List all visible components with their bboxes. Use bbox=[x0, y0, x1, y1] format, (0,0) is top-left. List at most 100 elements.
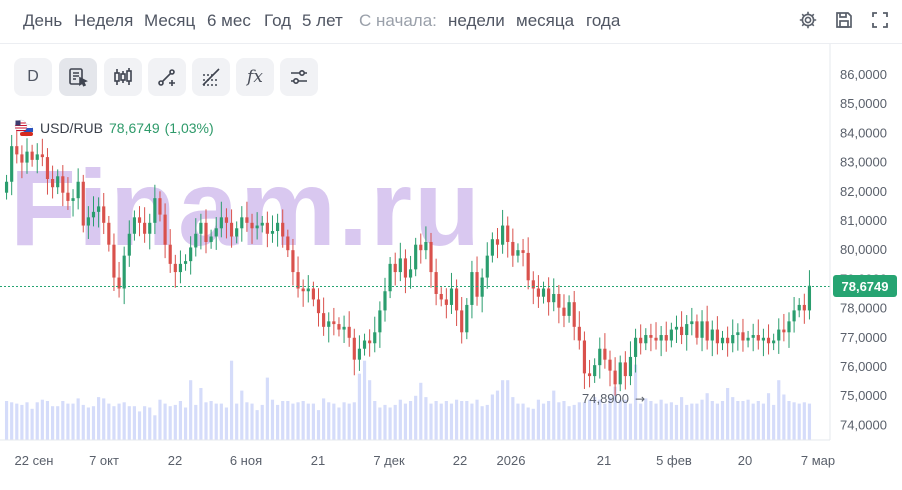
time-axis[interactable]: 22 сен 7 окт 22 6 ноя 21 7 дек 22 2026 21 5 фев 20… bbox=[0, 439, 835, 468]
candle-body bbox=[685, 324, 689, 336]
volume-bar bbox=[603, 403, 607, 440]
price-axis-tick: 78,0000 bbox=[840, 301, 887, 316]
volume-bar bbox=[756, 401, 760, 440]
volume-bar bbox=[4, 401, 9, 440]
candle-body bbox=[357, 348, 362, 360]
select-cursor-button[interactable] bbox=[59, 58, 97, 96]
interval-button[interactable]: D bbox=[14, 58, 52, 96]
candle-body bbox=[782, 329, 786, 333]
candle-body bbox=[766, 337, 771, 344]
volume-bar bbox=[690, 403, 694, 440]
candle-body bbox=[792, 310, 796, 322]
period-week[interactable]: Неделя bbox=[74, 11, 134, 30]
period-since-year[interactable]: года bbox=[586, 11, 621, 30]
candle-body bbox=[194, 233, 198, 248]
settings-gear-icon[interactable] bbox=[797, 9, 819, 31]
volume-bar bbox=[189, 380, 193, 440]
volume-bar bbox=[153, 415, 157, 440]
volume-bar bbox=[306, 403, 310, 440]
save-icon[interactable] bbox=[833, 9, 855, 31]
chart-type-button[interactable] bbox=[104, 58, 142, 96]
candle-body bbox=[485, 255, 489, 278]
candle-body bbox=[761, 337, 766, 341]
fullscreen-icon[interactable] bbox=[869, 9, 891, 31]
fibonacci-icon bbox=[202, 68, 220, 86]
volume-bar bbox=[270, 399, 275, 440]
chart-settings-button[interactable] bbox=[280, 58, 318, 96]
candle-body bbox=[327, 321, 331, 327]
volume-bar bbox=[720, 401, 725, 440]
volume-bar bbox=[654, 403, 658, 440]
candle-body bbox=[490, 239, 494, 256]
candle-body bbox=[628, 356, 633, 377]
volume-bar bbox=[25, 402, 29, 440]
candle-body bbox=[470, 272, 474, 305]
candle-body bbox=[245, 217, 249, 223]
volume-bar bbox=[337, 407, 341, 440]
volume-bar bbox=[659, 399, 663, 440]
candle-body bbox=[511, 241, 515, 256]
volume-bar bbox=[373, 401, 377, 440]
period-since-week[interactable]: недели bbox=[448, 11, 505, 30]
watermark-text: Finam.ru bbox=[10, 147, 482, 268]
usd-rub-flag-icon bbox=[14, 119, 34, 137]
period-6-months[interactable]: 6 мес bbox=[207, 11, 251, 30]
volume-bar bbox=[444, 401, 448, 440]
symbol-price: 78,6749 bbox=[109, 120, 160, 136]
volume-bar bbox=[322, 398, 326, 440]
period-5-years[interactable]: 5 лет bbox=[302, 11, 343, 30]
candle-body bbox=[639, 337, 643, 344]
volume-bars bbox=[4, 360, 812, 440]
period-day[interactable]: День bbox=[23, 11, 63, 30]
volume-bar bbox=[470, 403, 474, 440]
candle-body bbox=[516, 250, 520, 256]
volume-bar bbox=[209, 401, 213, 440]
volume-bar bbox=[516, 403, 520, 440]
candle-body bbox=[393, 263, 397, 273]
volume-bar bbox=[403, 403, 408, 440]
price-axis-tick: 76,0000 bbox=[840, 359, 887, 374]
price-axis-tick: 82,0000 bbox=[840, 184, 887, 199]
volume-bar bbox=[127, 406, 131, 440]
volume-bar bbox=[276, 404, 280, 440]
candle-body bbox=[25, 151, 29, 163]
candle-body bbox=[45, 157, 50, 180]
fibonacci-button[interactable] bbox=[192, 58, 230, 96]
candle-body bbox=[383, 291, 387, 311]
volume-bar bbox=[777, 380, 781, 440]
candle-body bbox=[173, 263, 177, 273]
volume-bar bbox=[552, 390, 556, 440]
volume-bar bbox=[122, 402, 126, 440]
volume-bar bbox=[746, 399, 750, 440]
volume-bar bbox=[782, 394, 786, 440]
period-since-month[interactable]: месяца bbox=[516, 11, 575, 30]
candle-body bbox=[654, 337, 658, 341]
volume-bar bbox=[807, 403, 812, 440]
candle-body bbox=[429, 241, 433, 273]
candle-body bbox=[368, 340, 372, 344]
volume-bar bbox=[511, 397, 515, 440]
volume-bar bbox=[132, 406, 136, 440]
candle-body bbox=[178, 263, 183, 273]
volume-bar bbox=[797, 403, 801, 440]
candle-body bbox=[168, 244, 172, 264]
price-axis[interactable]: 86,0000 85,0000 84,0000 83,0000 82,0000 81,00… bbox=[829, 44, 887, 440]
indicators-button[interactable]: fx bbox=[236, 58, 274, 96]
volume-bar bbox=[286, 401, 290, 440]
candle-body bbox=[797, 304, 801, 311]
period-month[interactable]: Месяц bbox=[144, 11, 196, 30]
trend-line-button[interactable] bbox=[148, 58, 186, 96]
period-year[interactable]: Год bbox=[264, 11, 292, 30]
candle-body bbox=[56, 176, 60, 188]
candle-body bbox=[424, 241, 428, 251]
candle-body bbox=[746, 337, 750, 341]
candle-body bbox=[531, 280, 535, 289]
candle-body bbox=[593, 365, 597, 377]
volume-bar bbox=[495, 390, 500, 440]
volume-bar bbox=[419, 382, 423, 440]
volume-bar bbox=[71, 403, 75, 440]
candle-body bbox=[276, 222, 280, 232]
candle-body bbox=[137, 217, 142, 223]
volume-bar bbox=[644, 398, 648, 440]
